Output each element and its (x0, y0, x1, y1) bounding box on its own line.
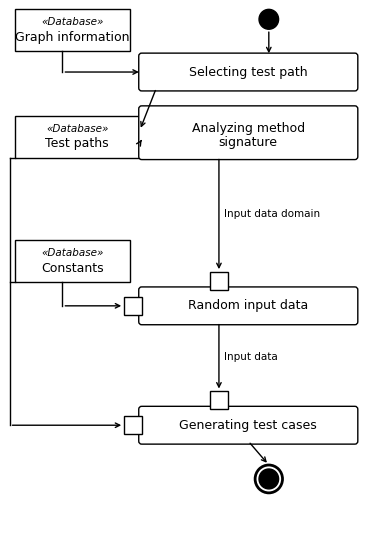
Text: Input data: Input data (224, 352, 277, 361)
Bar (15, 240, 130, 282)
Text: Constants: Constants (41, 262, 103, 275)
Circle shape (259, 9, 279, 29)
Circle shape (259, 469, 279, 489)
Bar (210, 272, 228, 290)
Text: Test paths: Test paths (45, 137, 109, 150)
FancyBboxPatch shape (139, 406, 358, 444)
FancyBboxPatch shape (139, 106, 358, 159)
Text: signature: signature (219, 136, 278, 149)
Bar (15, 9, 130, 51)
FancyBboxPatch shape (139, 287, 358, 325)
Text: «Database»: «Database» (46, 124, 108, 134)
Bar (15, 116, 140, 158)
Text: «Database»: «Database» (41, 248, 103, 258)
Circle shape (253, 463, 284, 495)
Text: Graph information: Graph information (15, 31, 130, 44)
Text: Input data domain: Input data domain (224, 209, 320, 219)
Text: Generating test cases: Generating test cases (180, 419, 317, 432)
Bar (210, 391, 228, 410)
Text: Random input data: Random input data (188, 299, 308, 312)
Text: Selecting test path: Selecting test path (189, 66, 308, 79)
Bar (124, 416, 142, 434)
Text: Analyzing method: Analyzing method (192, 122, 305, 135)
Bar (124, 297, 142, 315)
FancyBboxPatch shape (139, 53, 358, 91)
Text: «Database»: «Database» (41, 17, 103, 27)
